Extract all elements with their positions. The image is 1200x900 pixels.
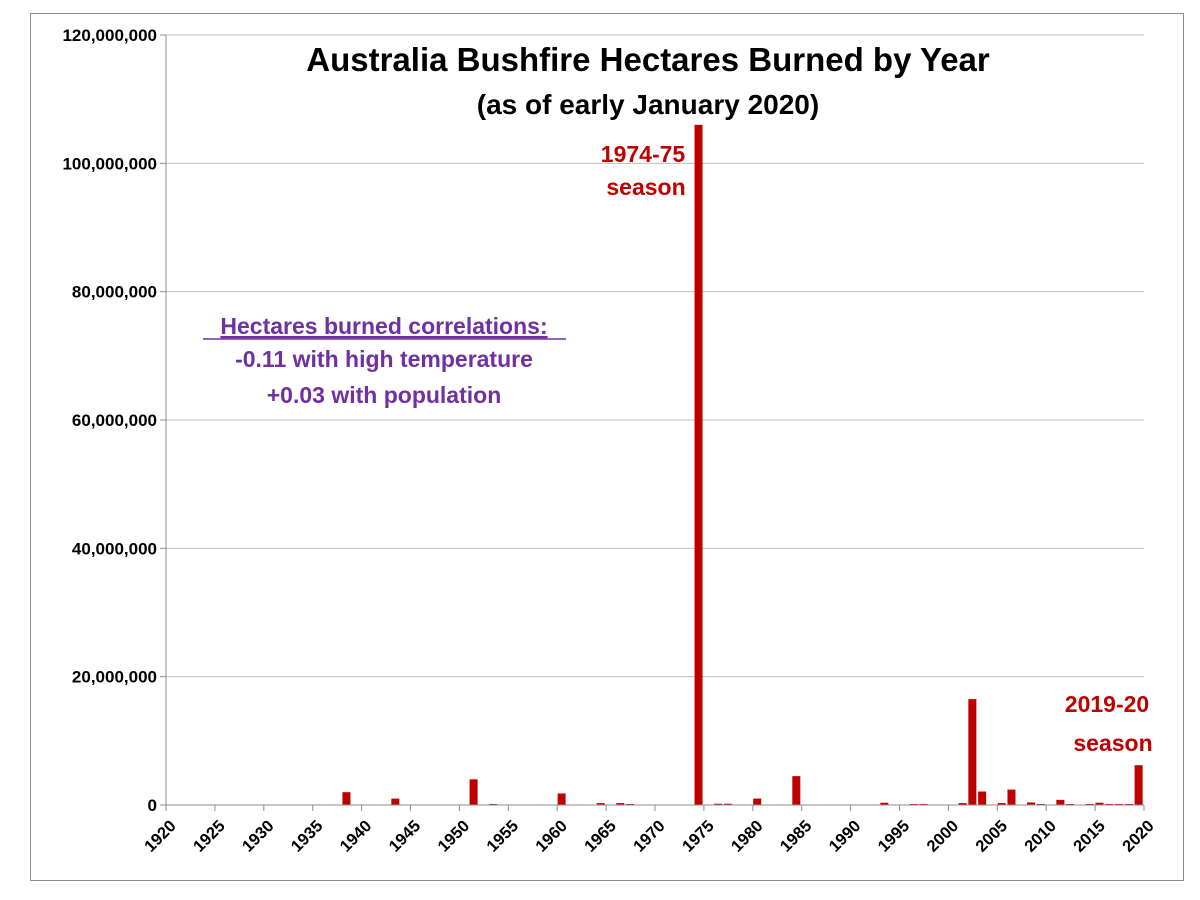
x-tick-label: 1970 [630,817,669,856]
y-tick-labels: 0 20,000,000 40,000,000 60,000,000 80,000,00… [62,26,157,815]
y-tick-label: 100,000,000 [62,154,157,173]
x-tick-label: 2005 [972,817,1011,856]
correlation-population: +0.03 with population [267,382,502,408]
bar-1981 [753,798,762,805]
x-tick-label: 1935 [288,817,327,856]
annotation-1974-75: 1974-75 season [601,141,686,200]
x-tick-label: 1950 [434,817,473,856]
bar-1944 [391,798,400,805]
y-tick-label: 0 [148,796,157,815]
x-tick-labels: 1920 1925 1930 1935 1940 1945 1950 1955 1960 1965… [141,817,1158,856]
y-tick-label: 80,000,000 [72,283,157,302]
x-tick-label: 1925 [190,817,229,856]
x-tick-label: 2010 [1021,817,1060,856]
bar-1952 [469,779,478,805]
x-tick-label: 2020 [1119,817,1158,856]
bar-2016 [1095,802,1104,805]
axes [165,35,1145,811]
correlation-temperature: -0.11 with high temperature [235,346,533,372]
x-tick-label: 1945 [386,817,425,856]
x-tick-label: 1980 [728,817,767,856]
bar-1975 [694,124,703,806]
x-tick-label: 2015 [1070,817,1109,856]
x-tick-label: 1955 [483,817,522,856]
annotation-1974-75-line2: season [606,174,685,200]
bar-2002 [958,803,967,805]
x-tick-label: 1930 [239,817,278,856]
chart-title: Australia Bushfire Hectares Burned by Ye… [306,41,990,78]
x-tick-label: 1975 [679,817,718,856]
bar-1967 [616,803,625,805]
chart-frame: 0 20,000,000 40,000,000 60,000,000 80,000,00… [30,13,1184,881]
x-tick-label: 1995 [875,817,914,856]
chart-subtitle: (as of early January 2020) [477,89,819,120]
bar-2007 [1007,789,1016,805]
annotation-2019-20-line2: season [1073,730,1152,756]
annotation-1974-75-line1: 1974-75 [601,141,686,167]
bar-2009 [1027,802,1036,805]
x-tick-label: 1940 [337,817,376,856]
x-tick-label: 1985 [777,817,816,856]
y-tick-label: 20,000,000 [72,668,157,687]
annotation-2019-20-line1: 2019-20 [1065,691,1149,717]
bar-1978 [723,803,732,805]
bar-2020 [1134,765,1143,805]
bar-1977 [714,803,723,805]
x-tick-label: 1990 [826,817,865,856]
x-tick-label: 2000 [923,817,962,856]
bar-1961 [557,793,566,805]
bar-1939 [342,792,351,805]
bar-2012 [1056,799,1065,805]
bars [342,124,1143,806]
y-tick-label: 120,000,000 [62,26,157,45]
x-tick-label: 1960 [532,817,571,856]
y-tick-label: 60,000,000 [72,411,157,430]
bar-2006 [997,803,1006,805]
correlation-heading: Hectares burned correlations: [220,313,547,339]
x-tick-label: 1920 [141,817,180,856]
bar-chart: 0 20,000,000 40,000,000 60,000,000 80,000,00… [62,26,1158,856]
correlation-annotation: Hectares burned correlations: -0.11 with… [203,313,566,408]
bar-1985 [792,776,801,805]
bar-1994 [880,802,889,805]
bar-1965 [596,803,605,805]
bar-2003 [968,699,977,805]
y-tick-label: 40,000,000 [72,539,157,558]
gridlines [160,34,1144,806]
x-tick-label: 1965 [581,817,620,856]
annotation-2019-20: 2019-20 season [1065,691,1153,756]
bar-2004 [978,791,987,805]
